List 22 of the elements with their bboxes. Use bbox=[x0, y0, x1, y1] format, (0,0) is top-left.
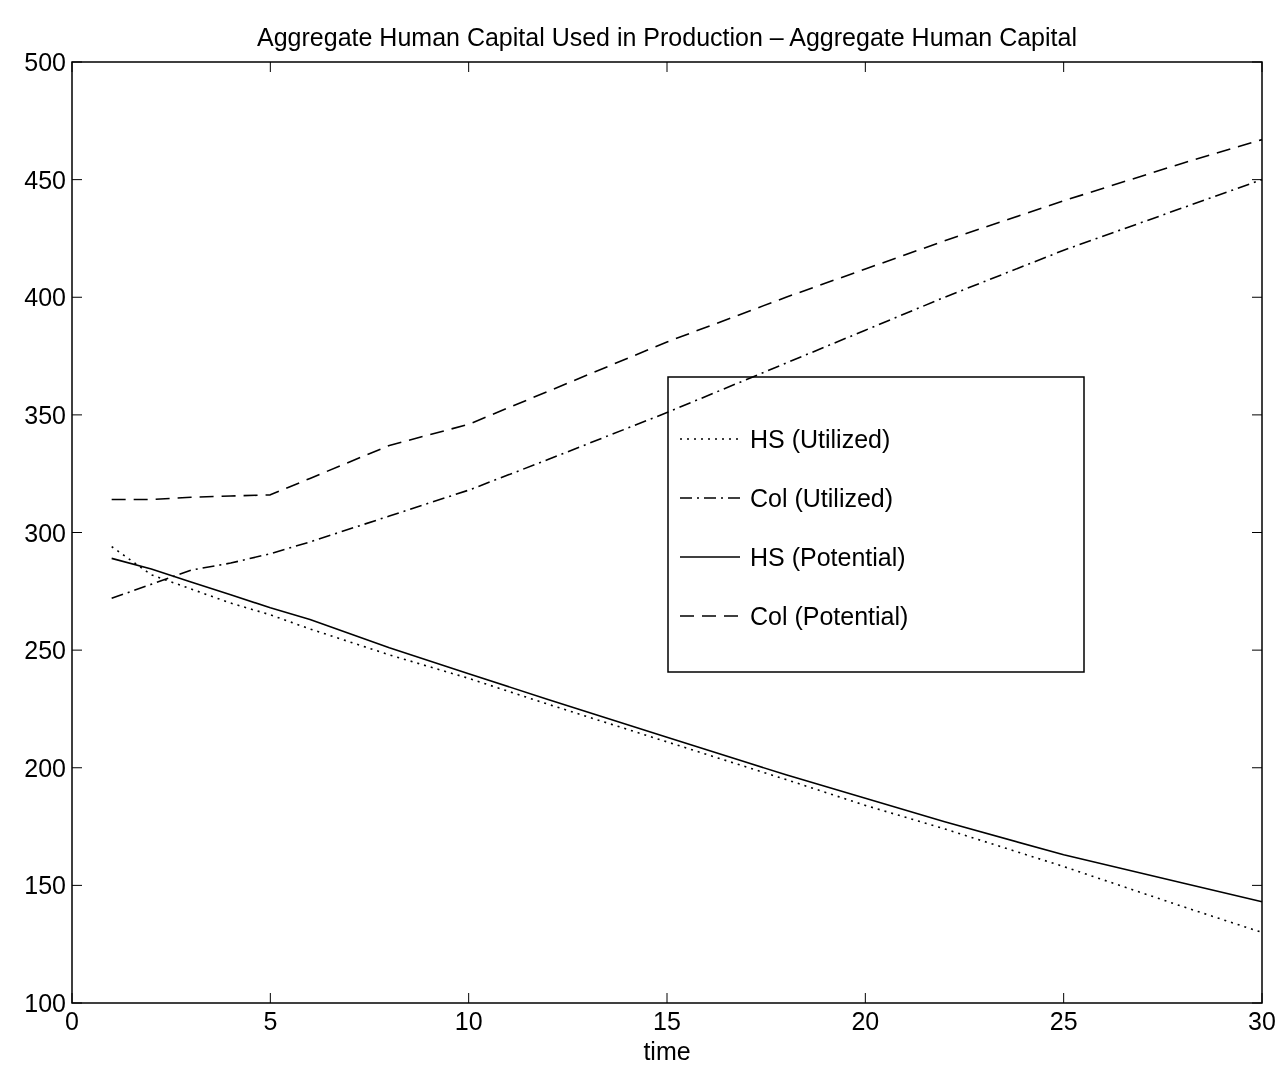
x-tick-label: 15 bbox=[653, 1007, 681, 1035]
chart-title: Aggregate Human Capital Used in Production – Aggregate Human Capital bbox=[257, 23, 1077, 51]
y-tick-label: 250 bbox=[24, 636, 66, 665]
legend-label: HS (Utilized) bbox=[750, 425, 891, 453]
legend-label: HS (Potential) bbox=[750, 543, 906, 571]
y-tick-label: 150 bbox=[24, 871, 66, 900]
y-tick-label: 350 bbox=[24, 400, 66, 429]
legend-label: Col (Utilized) bbox=[750, 484, 894, 512]
legend-label: Col (Potential) bbox=[750, 602, 909, 630]
x-tick-label: 0 bbox=[65, 1007, 79, 1035]
x-tick-label: 20 bbox=[851, 1007, 880, 1035]
y-tick-label: 450 bbox=[24, 165, 66, 194]
x-tick-label: 10 bbox=[454, 1007, 483, 1035]
y-tick-label: 400 bbox=[24, 283, 66, 312]
y-tick-label: 500 bbox=[24, 48, 66, 76]
x-tick-label: 5 bbox=[263, 1007, 278, 1035]
y-tick-label: 100 bbox=[24, 989, 66, 1017]
x-axis-title: time bbox=[643, 1037, 691, 1065]
x-tick-label: 25 bbox=[1049, 1007, 1078, 1035]
x-tick-label: 30 bbox=[1248, 1007, 1276, 1035]
y-tick-label: 300 bbox=[24, 518, 66, 547]
y-tick-label: 200 bbox=[24, 753, 66, 782]
